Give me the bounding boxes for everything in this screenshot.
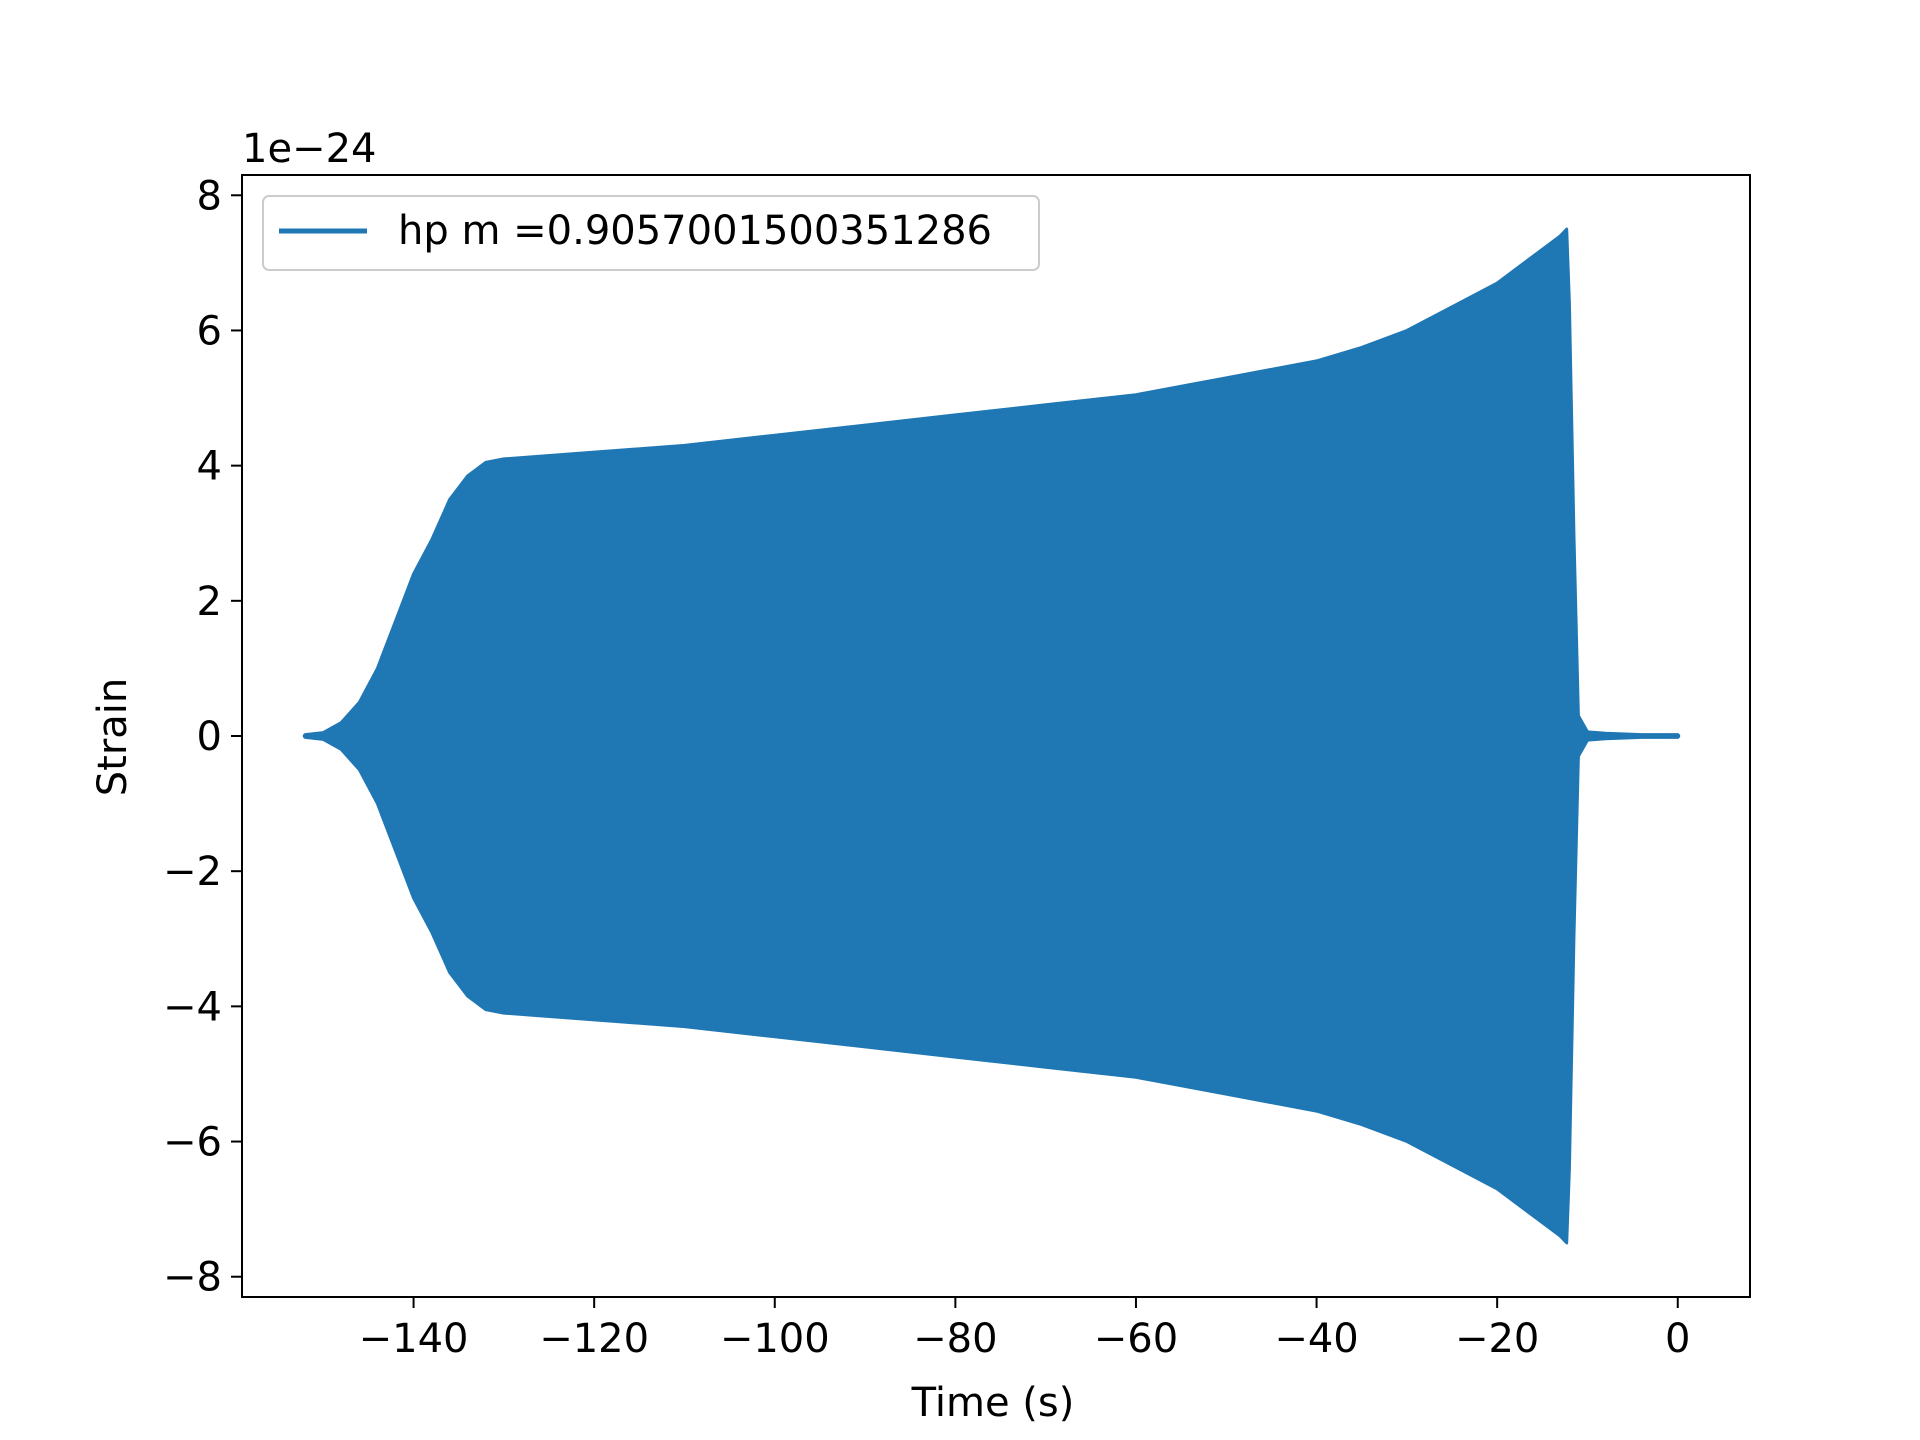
legend-box [262,195,1040,271]
x-axis-ticks: −140 −120 −100 −80 −60 −40 −20 0 [359,1297,1690,1362]
legend-entry-label: hp m =0.9057001500351286 [398,208,992,254]
y-tick-label: −2 [163,849,222,895]
y-tick-label: −4 [163,984,222,1030]
x-tick-label: −100 [720,1316,830,1362]
y-tick-label: 0 [197,714,222,760]
x-tick-label: −120 [539,1316,649,1362]
x-tick-label: −80 [913,1316,997,1362]
y-tick-label: 2 [197,579,222,625]
y-tick-label: 8 [197,173,222,219]
x-axis-label: Time (s) [911,1380,1075,1426]
y-axis-offset-label: 1e−24 [242,126,376,172]
y-axis-ticks: −8 −6 −4 −2 0 2 4 6 8 [163,173,242,1301]
x-tick-label: −140 [359,1316,469,1362]
series-layer [302,227,1681,1245]
x-tick-label: −40 [1274,1316,1358,1362]
x-tick-label: −60 [1094,1316,1178,1362]
y-tick-label: 6 [197,308,222,354]
plot-area [241,174,1751,1298]
x-tick-label: −20 [1455,1316,1539,1362]
y-axis-label: Strain [90,678,136,797]
y-tick-label: 4 [197,444,222,490]
x-tick-label: 0 [1665,1316,1690,1362]
y-tick-label: −8 [163,1255,222,1301]
legend: hp m =0.9057001500351286 [262,195,1040,271]
y-tick-label: −6 [163,1120,222,1166]
